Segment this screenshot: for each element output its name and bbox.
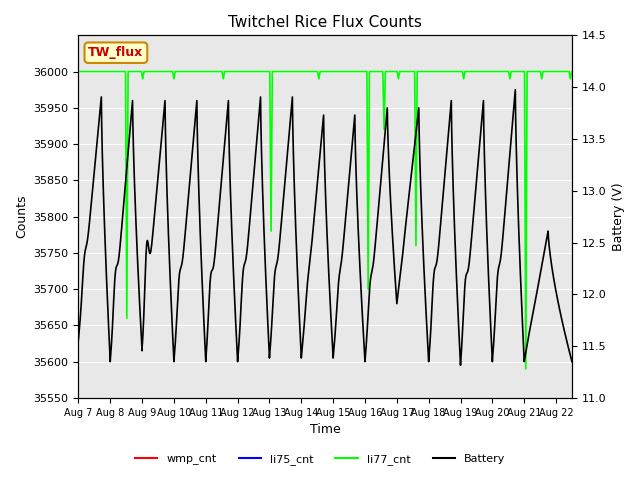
Y-axis label: Battery (V): Battery (V) (612, 182, 625, 251)
X-axis label: Time: Time (310, 423, 340, 436)
Title: Twitchel Rice Flux Counts: Twitchel Rice Flux Counts (228, 15, 422, 30)
Text: TW_flux: TW_flux (88, 46, 143, 59)
Y-axis label: Counts: Counts (15, 195, 28, 239)
Legend: wmp_cnt, li75_cnt, li77_cnt, Battery: wmp_cnt, li75_cnt, li77_cnt, Battery (131, 450, 509, 469)
